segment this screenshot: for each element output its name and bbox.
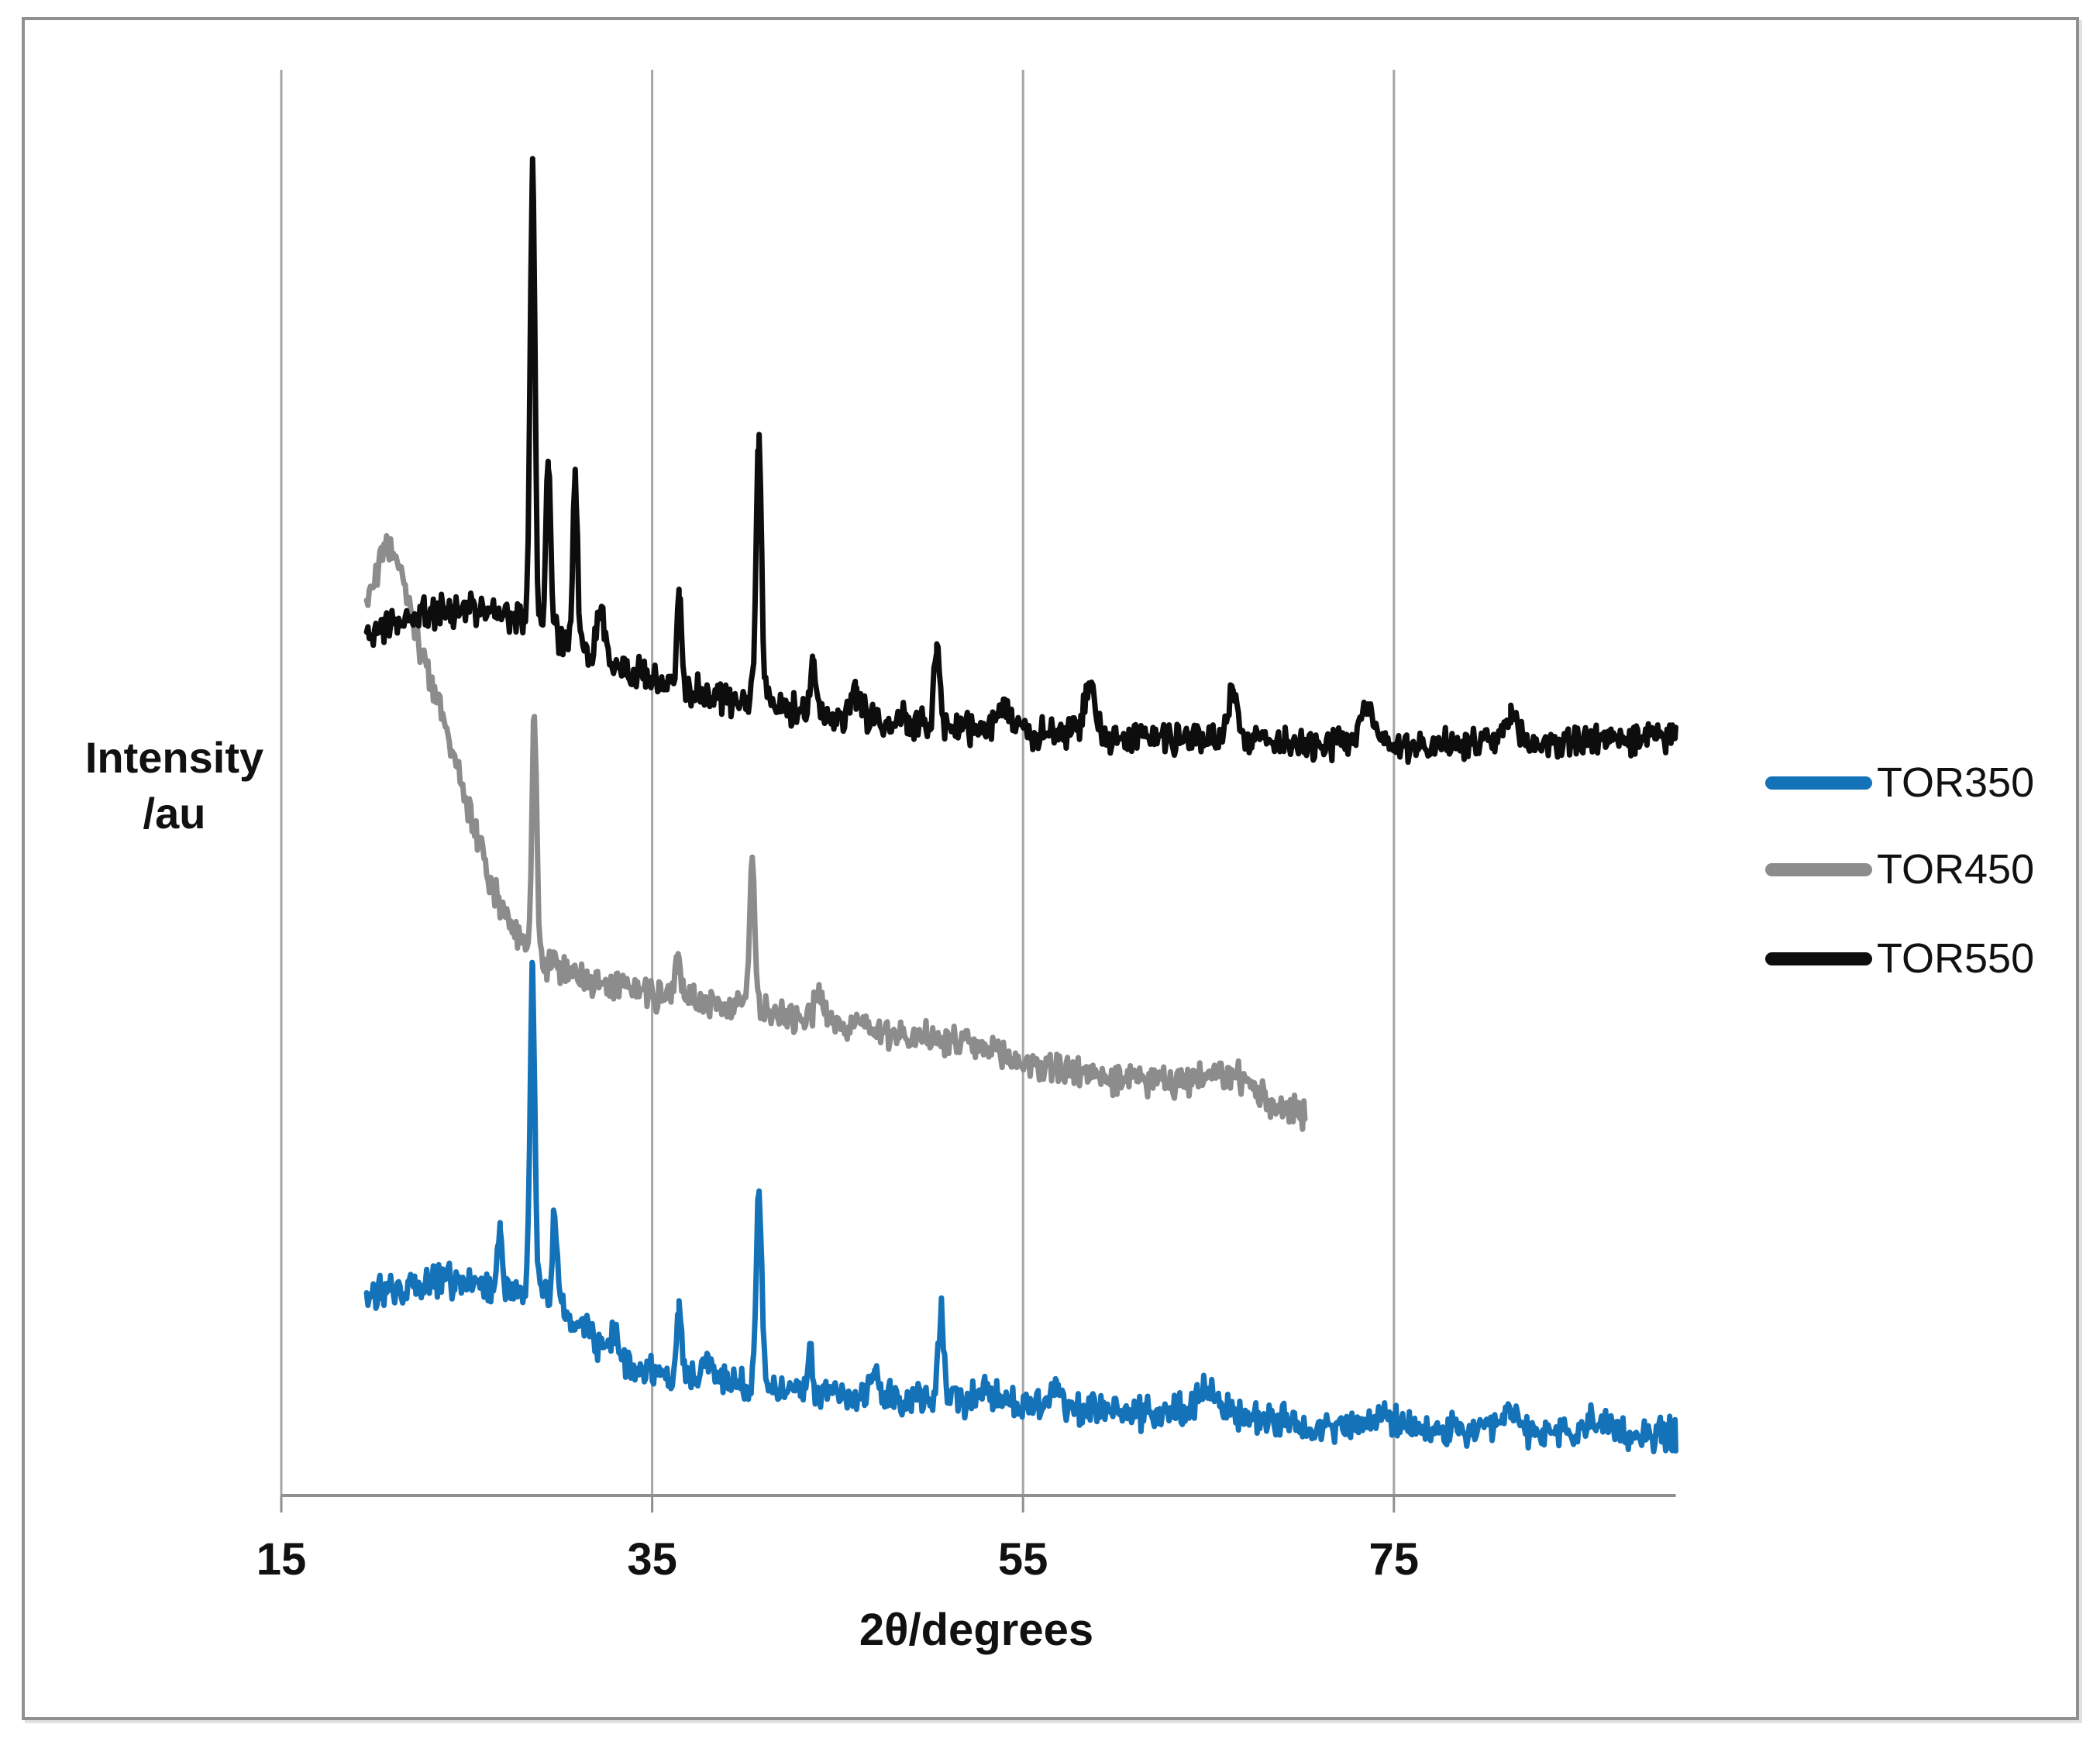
y-axis-title-line2: /au: [143, 789, 206, 838]
x-tick-label: 15: [256, 1534, 307, 1585]
legend-item-tor450: TOR450: [1765, 846, 2034, 893]
x-axis-title: 2θ/degrees: [859, 1605, 1094, 1655]
legend-line-swatch: [1765, 952, 1872, 965]
legend-line-swatch: [1765, 862, 1872, 876]
series-line-TOR350: [363, 959, 1678, 1454]
series-line-TOR550: [363, 156, 1678, 766]
y-axis-title-line1: Intensity: [84, 733, 264, 782]
legend-label: TOR450: [1877, 846, 2035, 893]
legend-label: TOR350: [1877, 759, 2035, 806]
series-line-TOR450: [363, 533, 1308, 1132]
legend-item-tor550: TOR550: [1765, 935, 2034, 982]
chart-frame: [22, 17, 2079, 1720]
legend-item-tor350: TOR350: [1765, 759, 2034, 806]
x-tick-label: 75: [1368, 1534, 1420, 1585]
y-axis-title: Intensity /au: [46, 730, 302, 841]
x-tick-label: 55: [997, 1534, 1048, 1585]
legend-line-swatch: [1765, 776, 1872, 790]
x-tick-label: 35: [627, 1534, 677, 1585]
legend-label: TOR550: [1877, 935, 2035, 982]
